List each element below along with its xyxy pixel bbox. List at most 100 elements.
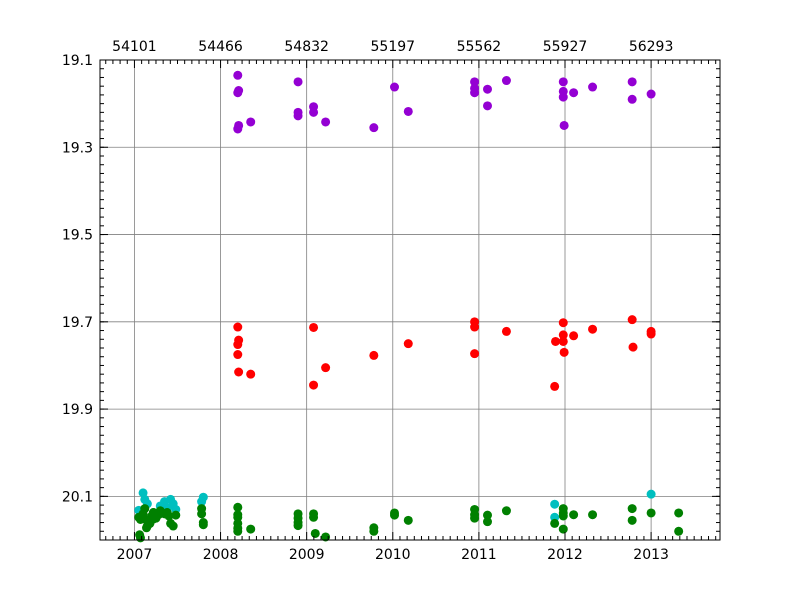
data-point-series-3 (135, 533, 145, 543)
data-point-series-3 (674, 508, 684, 518)
data-point-series-3 (390, 510, 399, 520)
data-point-series-0 (470, 88, 480, 98)
data-point-series-1 (233, 322, 243, 332)
data-point-series-0 (501, 76, 511, 86)
data-point-series-3 (309, 512, 319, 522)
x-tick-label-bottom: 2007 (117, 547, 153, 563)
x-tick-label-top: 54466 (198, 39, 243, 55)
data-point-series-0 (470, 77, 480, 87)
data-point-series-0 (559, 120, 569, 130)
x-tick-label-bottom: 2009 (289, 547, 325, 563)
data-point-series-3 (310, 528, 320, 538)
data-point-series-3 (198, 520, 208, 530)
data-point-series-3 (246, 524, 256, 534)
data-point-series-0 (233, 70, 243, 80)
data-point-series-3 (369, 526, 379, 536)
y-tick-label: 19.3 (62, 140, 93, 156)
axis-ticks (100, 59, 720, 541)
data-point-series-3 (233, 526, 243, 536)
data-point-series-2 (550, 499, 560, 509)
data-point-series-1 (233, 340, 243, 350)
data-point-series-1 (627, 315, 637, 325)
x-tick-label-top: 55562 (457, 39, 502, 55)
data-point-series-3 (403, 515, 413, 525)
data-point-series-0 (483, 101, 492, 111)
data-point-series-3 (293, 521, 303, 531)
data-point-series-1 (559, 347, 569, 357)
data-point-series-0 (246, 117, 256, 127)
data-point-series-1 (233, 350, 243, 360)
data-point-series-1 (470, 349, 480, 359)
data-point-series-3 (627, 504, 637, 514)
x-tick-label-top: 56293 (629, 39, 674, 55)
data-point-series-2 (197, 497, 207, 507)
data-point-series-0 (627, 77, 637, 87)
data-point-series-2 (646, 489, 656, 499)
data-point-series-3 (470, 513, 480, 523)
data-point-series-3 (646, 508, 656, 518)
data-point-series-3 (674, 526, 684, 536)
data-point-series-1 (246, 369, 256, 379)
data-point-series-1 (646, 329, 656, 339)
y-tick-label: 20.1 (62, 489, 93, 505)
data-point-series-3 (550, 518, 560, 528)
data-point-series-0 (321, 117, 331, 127)
data-point-series-1 (309, 380, 319, 390)
x-tick-label-bottom: 2008 (203, 547, 239, 563)
data-point-series-1 (369, 350, 379, 360)
data-point-series-1 (550, 381, 560, 391)
data-point-series-1 (628, 342, 638, 352)
data-point-series-0 (588, 82, 598, 92)
data-point-series-3 (588, 510, 598, 520)
x-tick-label-bottom: 2010 (375, 547, 411, 563)
data-point-series-1 (558, 336, 568, 346)
data-point-series-3 (558, 524, 568, 534)
data-point-series-1 (501, 326, 511, 336)
data-point-series-0 (569, 88, 579, 98)
data-point-series-3 (142, 523, 151, 533)
x-tick-label-bottom: 2012 (547, 547, 583, 563)
data-point-series-1 (234, 367, 244, 377)
data-point-series-0 (293, 77, 303, 87)
data-point-series-1 (558, 330, 568, 340)
data-point-series-1 (588, 324, 598, 334)
data-point-series-0 (627, 94, 637, 104)
x-tick-label-top: 55197 (371, 39, 416, 55)
plot-frame (99, 59, 721, 541)
tick-labels: 2007 2008 2009 2010 2011 2012 2013 54101 54466 54… (62, 39, 674, 563)
data-point-series-3 (171, 510, 181, 520)
data-point-series-0 (558, 92, 568, 102)
data-point-series-0 (646, 89, 656, 99)
data-point-series-3 (483, 510, 492, 520)
data-point-series-1 (470, 322, 480, 332)
x-tick-label-top: 54101 (112, 39, 157, 55)
data-point-series-3 (483, 517, 492, 527)
x-tick-label-top: 54832 (284, 39, 329, 55)
data-point-series-3 (569, 510, 579, 520)
data-point-series-1 (569, 331, 579, 341)
data-point-series-1 (403, 339, 413, 349)
data-point-series-3 (148, 514, 158, 524)
x-tick-label-bottom: 2011 (461, 547, 497, 563)
data-point-series-0 (309, 107, 319, 117)
y-tick-label: 19.9 (62, 402, 93, 418)
data-point-series-0 (558, 77, 568, 87)
data-point-series-1 (321, 363, 331, 373)
data-point-series-3 (140, 504, 150, 514)
data-point-series-0 (390, 82, 399, 92)
x-tick-label-bottom: 2013 (633, 547, 669, 563)
data-point-series-3 (233, 502, 243, 512)
data-point-series-0 (293, 111, 303, 121)
data-point-series-0 (233, 124, 243, 134)
data-point-series-3 (627, 515, 637, 525)
data-point-series-3 (164, 511, 174, 521)
data-point-series-0 (233, 88, 243, 98)
data-point-series-1 (309, 322, 319, 332)
data-points (134, 70, 684, 543)
data-point-series-1 (558, 318, 568, 328)
data-point-series-3 (501, 506, 511, 516)
data-point-series-3 (197, 509, 207, 519)
data-point-series-0 (369, 123, 379, 133)
